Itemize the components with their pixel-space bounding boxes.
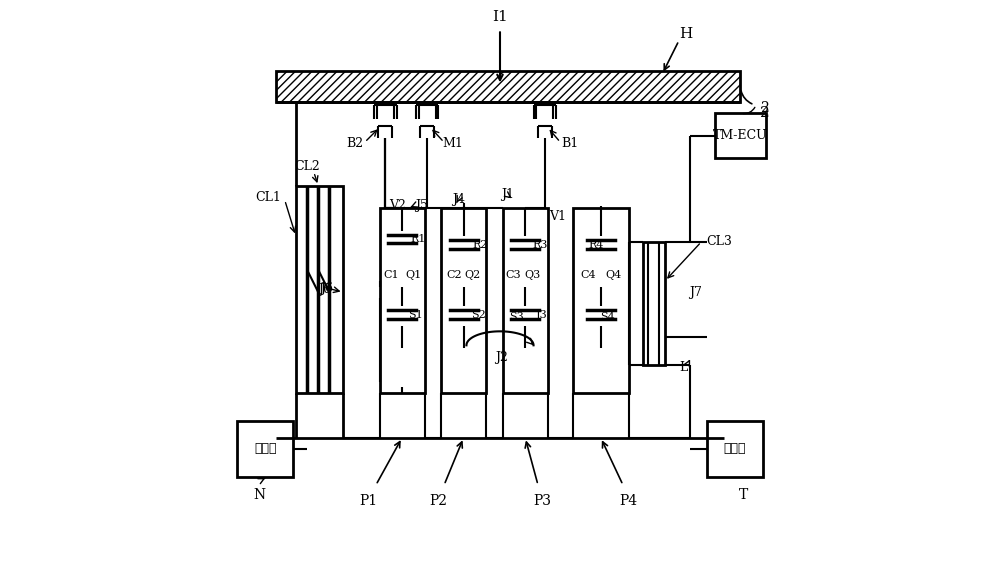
Text: J6: J6 (318, 283, 331, 296)
Text: P1: P1 (360, 493, 378, 507)
Text: T: T (739, 488, 748, 502)
Text: I1: I1 (492, 10, 508, 24)
Text: TM-ECU: TM-ECU (713, 129, 768, 142)
Text: B2: B2 (346, 138, 363, 151)
Bar (380, 209, 425, 393)
Text: J1: J1 (501, 188, 514, 201)
Text: 輸出軸: 輸出軸 (724, 442, 746, 455)
Text: S1: S1 (408, 310, 422, 320)
Text: S4: S4 (601, 312, 615, 323)
Bar (296, 186, 343, 393)
Text: H: H (679, 26, 692, 40)
Text: L: L (679, 361, 687, 374)
Bar (276, 71, 740, 102)
Text: C1: C1 (383, 270, 399, 280)
Text: J5: J5 (415, 199, 428, 212)
Text: CL3: CL3 (706, 235, 732, 248)
Text: 輸入軸: 輸入軸 (254, 442, 276, 455)
Text: C3: C3 (506, 270, 521, 280)
Text: P4: P4 (620, 493, 638, 507)
Text: M1: M1 (442, 138, 463, 151)
Text: J7: J7 (689, 285, 702, 298)
Text: B1: B1 (561, 138, 579, 151)
Text: S2: S2 (471, 310, 486, 320)
Text: Q1: Q1 (405, 270, 421, 280)
Bar (441, 209, 486, 393)
Text: Q4: Q4 (605, 270, 622, 280)
Text: J6: J6 (320, 282, 333, 295)
Bar (237, 421, 293, 477)
Text: S3: S3 (509, 312, 524, 323)
Text: P2: P2 (429, 493, 447, 507)
Text: J3: J3 (536, 310, 548, 320)
Text: N: N (253, 488, 266, 502)
Text: Q2: Q2 (464, 270, 480, 280)
Text: Q3: Q3 (524, 270, 541, 280)
Text: J4: J4 (452, 193, 465, 206)
Text: CL2: CL2 (294, 160, 320, 173)
Text: V2: V2 (389, 199, 406, 212)
Text: J2: J2 (495, 351, 508, 364)
Bar (503, 209, 548, 393)
Text: 2: 2 (760, 101, 769, 115)
Bar (715, 113, 766, 158)
Text: 2: 2 (760, 106, 770, 120)
Text: V1: V1 (549, 210, 566, 223)
Bar (643, 242, 665, 365)
Text: R1: R1 (411, 234, 426, 244)
Text: C2: C2 (446, 270, 462, 280)
Text: CL1: CL1 (255, 191, 281, 203)
Bar (707, 421, 763, 477)
Text: R3: R3 (532, 239, 548, 250)
Text: C4: C4 (581, 270, 596, 280)
Text: R4: R4 (588, 239, 604, 250)
Text: P3: P3 (533, 493, 551, 507)
Text: R2: R2 (472, 239, 487, 250)
Bar (573, 209, 629, 393)
